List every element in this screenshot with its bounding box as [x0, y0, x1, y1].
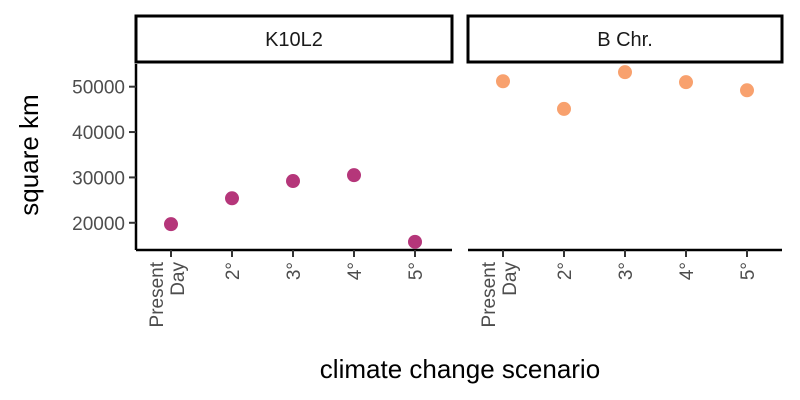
data-point: [408, 234, 422, 249]
data-point: [618, 65, 632, 80]
data-point: [557, 101, 571, 116]
facet-strip: [466, 14, 784, 64]
facet-panel: B Chr. PresentDay 2° 3° 4° 5°: [466, 14, 784, 327]
facet-strip-label: K10L2: [265, 29, 323, 51]
data-point: [347, 168, 361, 183]
data-point: [225, 191, 239, 206]
x-tick-label: 2°: [555, 262, 576, 280]
data-point: [740, 83, 754, 98]
facet-strip-label: B Chr.: [597, 29, 653, 51]
x-tick-label: PresentDay: [479, 261, 521, 327]
facet-panel: K10L2 PresentDay 2° 3° 4° 5°: [134, 14, 454, 327]
x-tick-label: 4°: [677, 262, 698, 280]
data-point: [496, 74, 510, 89]
x-tick-label: 4°: [345, 262, 366, 280]
y-tick-label: 20000: [72, 214, 125, 235]
x-axis-title: climate change scenario: [320, 354, 600, 384]
x-tick-label: PresentDay: [147, 261, 189, 327]
x-tick-label: 3°: [284, 262, 305, 280]
x-tick-label: 5°: [406, 262, 427, 280]
x-tick-label: 2°: [223, 262, 244, 280]
y-tick-label: 40000: [72, 123, 125, 144]
y-axis: 20000 30000 40000 50000: [72, 64, 138, 250]
data-point: [164, 217, 178, 232]
facet-panels: K10L2 PresentDay 2° 3° 4° 5° B Chr. PresentDay 2…: [134, 14, 784, 327]
x-tick-label: 5°: [738, 262, 759, 280]
facet-strip: [134, 14, 454, 64]
y-tick-label: 30000: [72, 168, 125, 189]
data-point: [286, 174, 300, 189]
y-tick-label: 50000: [72, 78, 125, 99]
y-axis-title: square km: [14, 94, 44, 215]
data-point: [679, 75, 693, 90]
x-tick-label: 3°: [616, 262, 637, 280]
